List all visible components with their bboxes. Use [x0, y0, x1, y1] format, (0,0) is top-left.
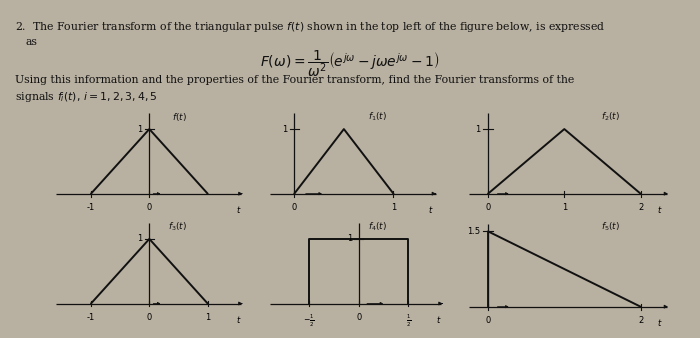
Text: 1: 1 [282, 125, 288, 134]
Text: 0: 0 [292, 203, 297, 212]
Text: 1: 1 [391, 203, 396, 212]
Text: 0: 0 [485, 203, 491, 212]
Text: $f_{5}(t)$: $f_{5}(t)$ [601, 221, 621, 233]
Text: $t$: $t$ [657, 317, 663, 328]
Text: 0: 0 [147, 203, 152, 212]
Text: 0: 0 [356, 313, 361, 322]
Text: $t$: $t$ [657, 204, 663, 215]
Text: -1: -1 [87, 203, 95, 212]
Text: $f(t)$: $f(t)$ [172, 111, 186, 123]
Text: $f_{2}(t)$: $f_{2}(t)$ [601, 111, 621, 123]
Text: signals $f_i(t),\, i = 1, 2, 3, 4, 5$: signals $f_i(t),\, i = 1, 2, 3, 4, 5$ [15, 90, 158, 104]
Text: 0: 0 [485, 316, 491, 325]
Text: $f_{4}(t)$: $f_{4}(t)$ [368, 221, 387, 233]
Text: -1: -1 [87, 313, 95, 322]
Text: 2: 2 [638, 316, 643, 325]
Text: 1: 1 [346, 235, 352, 243]
Text: Using this information and the properties of the Fourier transform, find the Fou: Using this information and the propertie… [15, 75, 574, 85]
Text: as: as [25, 37, 37, 47]
Text: 1: 1 [475, 125, 480, 134]
Text: $f_{1}(t)$: $f_{1}(t)$ [368, 111, 387, 123]
Text: 1: 1 [205, 313, 210, 322]
Text: 1.5: 1.5 [467, 227, 480, 236]
Text: $f_{3}(t)$: $f_{3}(t)$ [167, 221, 187, 233]
Text: $t$: $t$ [236, 314, 241, 325]
Text: 1: 1 [561, 203, 567, 212]
Text: $-\frac{1}{2}$: $-\frac{1}{2}$ [303, 313, 315, 329]
Text: 1: 1 [137, 125, 142, 134]
Text: 2.  The Fourier transform of the triangular pulse $f(t)$ shown in the top left o: 2. The Fourier transform of the triangul… [15, 20, 606, 34]
Text: 2: 2 [638, 203, 643, 212]
Text: $t$: $t$ [436, 314, 442, 325]
Text: $t$: $t$ [428, 204, 433, 215]
Text: 0: 0 [147, 313, 152, 322]
Text: 1: 1 [137, 235, 142, 243]
Text: $t$: $t$ [236, 204, 241, 215]
Text: $\frac{1}{2}$: $\frac{1}{2}$ [405, 313, 411, 329]
Text: $F(\omega) = \dfrac{1}{\omega^2}\left(e^{j\omega} - j\omega e^{j\omega} - 1\righ: $F(\omega) = \dfrac{1}{\omega^2}\left(e^… [260, 48, 440, 79]
